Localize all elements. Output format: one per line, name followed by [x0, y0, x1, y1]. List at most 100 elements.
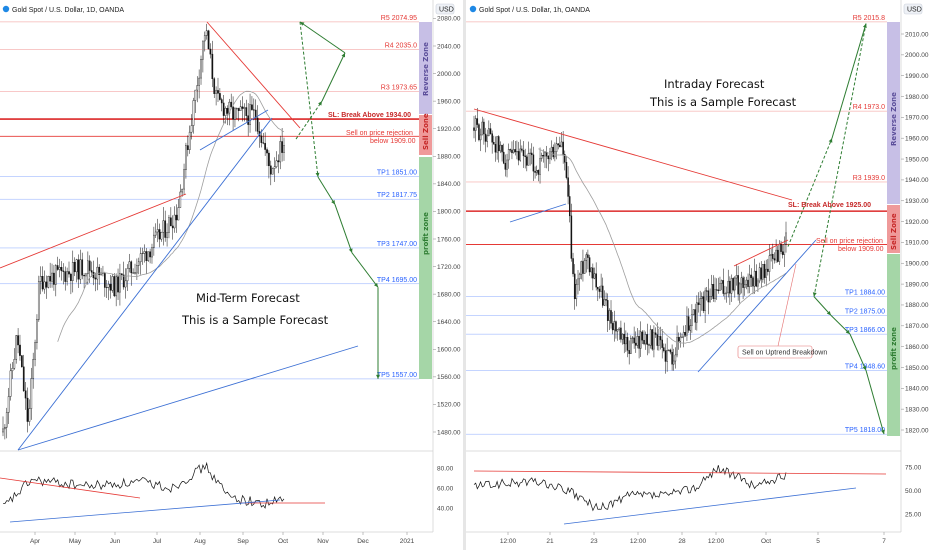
forecast-arrowhead: [315, 172, 320, 177]
candle-body: [507, 149, 510, 161]
candle-body: [587, 254, 589, 258]
price-tick-label: 1760.00: [437, 236, 461, 243]
candle-body: [648, 344, 650, 346]
candle-body: [188, 131, 191, 150]
candle-body: [237, 108, 240, 111]
price-tick-label: 1840.00: [437, 181, 461, 188]
candle-body: [185, 145, 187, 170]
panel-divider[interactable]: [463, 0, 466, 550]
osc-tick-label: 25.00: [905, 511, 922, 518]
daily-chart-svg[interactable]: Gold Spot / U.S. Dollar, 1D, OANDA USD R…: [0, 0, 464, 550]
candle-body: [677, 337, 680, 342]
forecast-arrowhead: [341, 52, 346, 58]
candle-body: [626, 337, 629, 351]
candle-body: [273, 166, 276, 169]
level-label: TP1 1851.00: [377, 169, 417, 176]
time-tick-label: Oct: [278, 538, 288, 545]
candle-body: [545, 152, 548, 157]
candle-body: [672, 360, 675, 365]
candle-body: [753, 270, 756, 287]
oscillator-axis: 80.00 60.00 40.00: [437, 465, 454, 512]
daily-chart-panel[interactable]: Gold Spot / U.S. Dollar, 1D, OANDA USD R…: [0, 0, 464, 550]
osc-support-line: [563, 487, 857, 525]
time-tick-label: 12:00: [708, 538, 725, 545]
candle-body: [534, 170, 536, 173]
candle-body: [752, 277, 754, 287]
hourly-chart-panel[interactable]: Gold Spot / U.S. Dollar, 1h, OANDA USD R…: [466, 0, 932, 550]
candle-body: [486, 135, 488, 142]
candle-body: [709, 296, 711, 303]
sell-zone-label: Sell Zone: [422, 113, 430, 150]
candle-body: [562, 141, 564, 155]
candle-body: [679, 336, 682, 342]
candle-body: [504, 162, 507, 170]
candle-body: [192, 100, 195, 126]
candle-body: [198, 77, 200, 86]
time-axis[interactable]: 12:00 21 23 12:00 28 12:00 Oct 5 7: [500, 532, 886, 545]
stop-loss-label: SL: Break Above 1925.00: [788, 202, 871, 209]
candle-body: [542, 154, 545, 157]
price-tick-label: 2000.00: [905, 52, 929, 59]
candle-body: [136, 265, 138, 274]
level-label: TP5 1557.00: [377, 372, 417, 379]
forecast-arrow: [321, 52, 346, 102]
time-axis[interactable]: Apr May Jun Jul Aug Sep Oct Nov Dec 2021: [30, 532, 415, 545]
forecast-arrowhead: [826, 311, 831, 316]
currency-badge[interactable]: [435, 3, 455, 15]
candle-body: [254, 109, 257, 119]
candle-body: [712, 283, 715, 299]
candle-body: [70, 273, 72, 281]
candle-body: [239, 106, 242, 111]
candle-body: [502, 151, 505, 164]
price-tick-label: 1910.00: [905, 240, 929, 247]
candle-body: [196, 85, 199, 91]
time-tick-label: Aug: [194, 538, 206, 545]
price-axis[interactable]: 2010.00 2000.00 1990.00 1980.00 1970.00 1960.…: [901, 31, 929, 434]
candle-body: [489, 128, 492, 134]
candle-body: [651, 329, 654, 350]
candle-body: [699, 298, 701, 305]
candle-body: [200, 59, 202, 79]
osc-tick-label: 75.00: [905, 465, 922, 472]
candle-body: [37, 281, 40, 320]
candle-body: [175, 214, 178, 221]
candle-body: [73, 262, 76, 273]
forecast-arrowhead: [828, 138, 833, 143]
candle-body: [173, 214, 176, 229]
candle-body: [760, 267, 762, 280]
candle-body: [772, 253, 774, 259]
reverse-zone-label: Reverse Zone: [890, 92, 898, 146]
candle-body: [625, 337, 627, 345]
candle-body: [702, 296, 705, 311]
candle-body: [117, 276, 119, 293]
price-tick-label: 1480.00: [437, 429, 461, 436]
price-tick-label: 1600.00: [437, 347, 461, 354]
candle-body: [737, 275, 739, 295]
candle-body: [653, 332, 655, 350]
hourly-chart-svg[interactable]: Gold Spot / U.S. Dollar, 1h, OANDA USD R…: [466, 0, 932, 550]
level-label: TP5 1818.00: [845, 427, 885, 434]
candle-body: [222, 102, 225, 116]
candle-body: [750, 274, 753, 278]
currency-badge[interactable]: [903, 3, 923, 15]
candle-body: [732, 278, 734, 291]
candle-body: [689, 325, 692, 331]
time-tick-label: Sep: [237, 538, 249, 545]
chart-header: Gold Spot / U.S. Dollar, 1h, OANDA: [479, 7, 590, 14]
candle-body: [166, 232, 168, 238]
time-tick-label: 2021: [400, 538, 415, 545]
reverse-zone: [419, 22, 432, 114]
price-axis[interactable]: 2080.00 2040.00 2000.00 1960.00 1920.00 1880.…: [433, 16, 461, 437]
osc-tick-label: 50.00: [905, 488, 922, 495]
candle-body: [659, 336, 662, 341]
candle-body: [169, 217, 172, 227]
drawings: [473, 23, 885, 435]
candle-body: [119, 273, 121, 293]
price-tick-label: 1870.00: [905, 323, 929, 330]
candle-body: [177, 207, 180, 221]
reverse-zone-label: Reverse Zone: [422, 42, 430, 96]
candle-body: [71, 262, 74, 281]
forecast-arrowhead: [373, 282, 378, 288]
candle-body: [691, 314, 693, 326]
